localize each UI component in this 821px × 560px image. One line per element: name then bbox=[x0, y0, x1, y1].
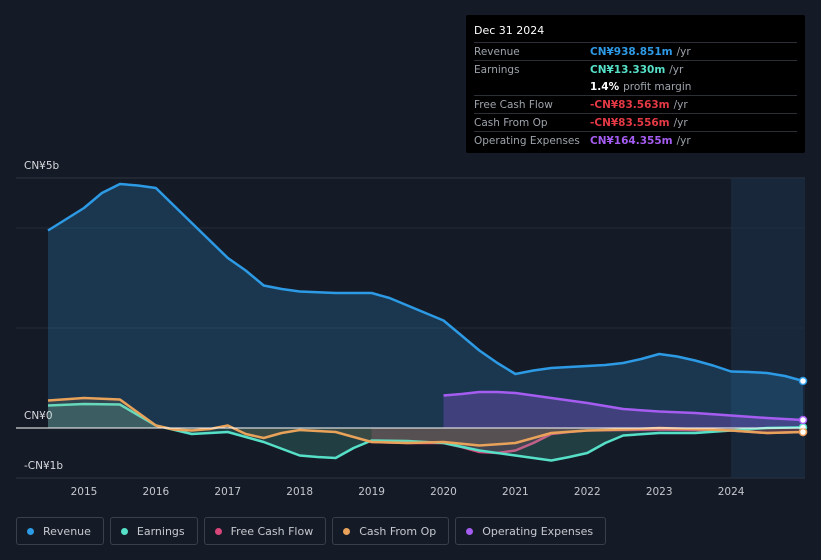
x-tick-2024: 2024 bbox=[718, 486, 745, 498]
tooltip-unit: /yr bbox=[673, 116, 688, 129]
tooltip-date: Dec 31 2024 bbox=[474, 24, 545, 37]
revenue-area bbox=[48, 184, 803, 428]
tooltip-row: Free Cash Flow -CN¥83.563m/yr bbox=[474, 95, 797, 113]
tooltip-unit: /yr bbox=[669, 63, 684, 76]
legend-label: Earnings bbox=[136, 524, 185, 538]
x-tick-2017: 2017 bbox=[214, 486, 241, 498]
x-tick-2018: 2018 bbox=[286, 486, 313, 498]
legend-label: Operating Expenses bbox=[482, 524, 594, 538]
x-tick-2022: 2022 bbox=[574, 486, 601, 498]
x-tick-2019: 2019 bbox=[358, 486, 385, 498]
legend-dot-icon bbox=[120, 527, 128, 535]
tooltip-value: -CN¥83.556m bbox=[590, 116, 670, 129]
earnings-area bbox=[48, 404, 803, 461]
x-tick-2023: 2023 bbox=[646, 486, 673, 498]
tooltip: Dec 31 2024 Revenue CN¥938.851m/yr Earning… bbox=[466, 15, 805, 153]
y-tick-zero: CN¥0 bbox=[24, 410, 53, 422]
tooltip-unit: profit margin bbox=[623, 80, 692, 93]
y-tick-bottom: -CN¥1b bbox=[24, 460, 64, 472]
revenue-line bbox=[47, 182, 804, 383]
tooltip-row: Revenue CN¥938.851m/yr bbox=[474, 42, 797, 60]
chart: 2015 2016 2017 2018 2019 2020 2021 2022 2023 2024 bbox=[16, 177, 808, 498]
tooltip-label: Revenue bbox=[474, 45, 520, 58]
tooltip-row: 1.4% profit margin bbox=[474, 78, 797, 95]
legend-dot-icon bbox=[343, 527, 351, 535]
tooltip-label: Cash From Op bbox=[474, 116, 548, 129]
tooltip-value: CN¥938.851m bbox=[590, 45, 673, 58]
tooltip-unit: /yr bbox=[676, 45, 691, 58]
tooltip-row: Cash From Op -CN¥83.556m/yr bbox=[474, 113, 797, 131]
legend-item-free-cash-flow[interactable]: Free Cash Flow bbox=[203, 517, 327, 545]
legend-label: Cash From Op bbox=[359, 524, 437, 538]
x-tick-2020: 2020 bbox=[430, 486, 457, 498]
tooltip-row: Operating Expenses CN¥164.355m/yr bbox=[474, 131, 797, 149]
legend-label: Free Cash Flow bbox=[230, 524, 314, 538]
tooltip-label: Earnings bbox=[474, 63, 520, 76]
tooltip-row: Earnings CN¥13.330m/yr bbox=[474, 60, 797, 78]
legend-item-earnings[interactable]: Earnings bbox=[109, 517, 198, 545]
revenue-end-marker bbox=[798, 376, 808, 386]
y-tick-top: CN¥5b bbox=[24, 160, 60, 172]
x-tick-2016: 2016 bbox=[142, 486, 169, 498]
free-cash-flow-area bbox=[371, 428, 803, 453]
legend-dot-icon bbox=[214, 527, 222, 535]
tooltip-value: CN¥164.355m bbox=[590, 134, 673, 147]
legend-item-revenue[interactable]: Revenue bbox=[16, 517, 104, 545]
legend: Revenue Earnings Free Cash Flow Cash From O… bbox=[16, 517, 612, 545]
tooltip-label: Free Cash Flow bbox=[474, 98, 553, 111]
x-tick-2021: 2021 bbox=[502, 486, 529, 498]
tooltip-value: -CN¥83.563m bbox=[590, 98, 670, 111]
operating-expenses-line bbox=[443, 390, 804, 422]
cash-from-op-end-marker bbox=[798, 427, 808, 437]
legend-dot-icon bbox=[27, 527, 34, 535]
tooltip-unit: /yr bbox=[676, 134, 691, 147]
tooltip-unit: /yr bbox=[673, 98, 688, 111]
legend-label: Revenue bbox=[43, 524, 91, 538]
legend-dot-icon bbox=[466, 527, 474, 535]
x-tick-2015: 2015 bbox=[71, 486, 98, 498]
tooltip-label: Operating Expenses bbox=[474, 134, 580, 147]
legend-item-operating-expenses[interactable]: Operating Expenses bbox=[455, 517, 607, 545]
operating-expenses-end-marker bbox=[798, 415, 808, 425]
tooltip-value: 1.4% bbox=[590, 80, 620, 93]
tooltip-value: CN¥13.330m bbox=[590, 63, 666, 76]
legend-item-cash-from-op[interactable]: Cash From Op bbox=[332, 517, 450, 545]
